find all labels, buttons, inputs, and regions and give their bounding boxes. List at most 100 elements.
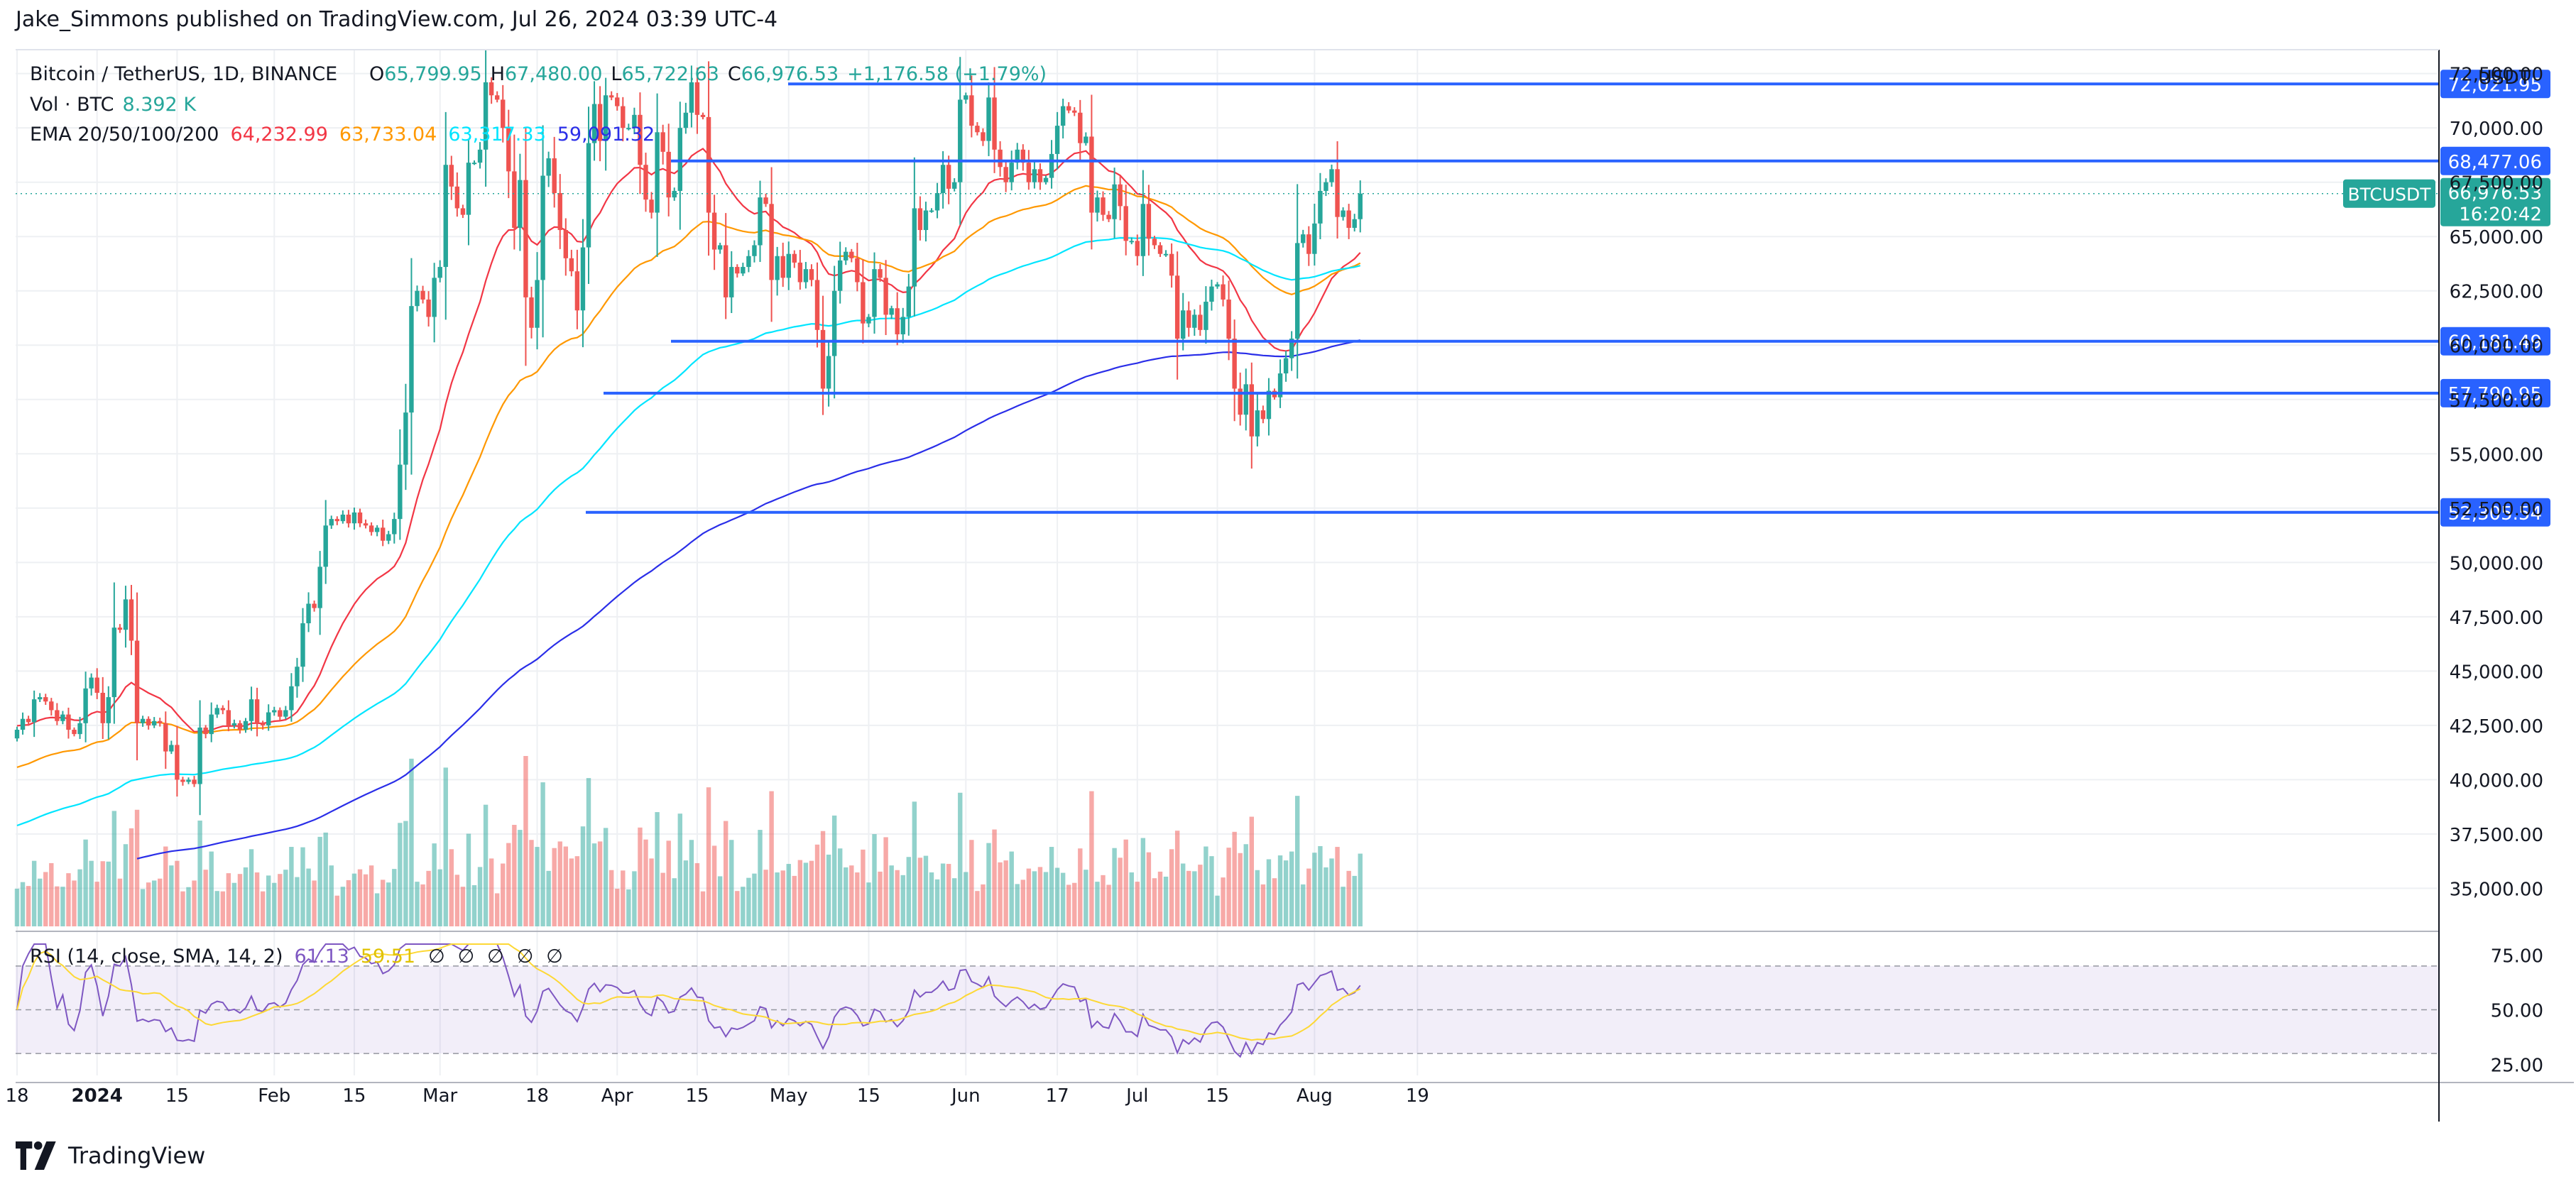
volume-bar (1026, 868, 1032, 926)
horizontal-levels[interactable]: 72,021.95 68,477.06 60,181.49 57,790.95 52,3… (16, 70, 2550, 527)
volume-bar (552, 848, 557, 926)
volume-bar (711, 845, 717, 926)
level-price-tag (2440, 327, 2550, 356)
volume-bar (471, 885, 477, 926)
candle-body (1026, 163, 1032, 182)
candle-body (1003, 167, 1008, 182)
volume-bar (563, 846, 568, 926)
candle-body (878, 269, 883, 278)
candle-body (700, 114, 706, 117)
volume-bar (649, 858, 654, 926)
rsi-tick-label: 50.00 (2491, 1001, 2543, 1022)
chart-legend: Bitcoin / TetherUS, 1D, BINANCE O65,799.… (30, 63, 1047, 968)
candle-body (797, 262, 803, 283)
candle-body (849, 251, 854, 258)
candle-body (158, 720, 163, 723)
ema-value: 63,733.04 (339, 124, 437, 146)
volume-bar (415, 882, 420, 926)
candle-body (1266, 390, 1272, 420)
candle-body (981, 132, 986, 141)
candle-body (175, 745, 180, 780)
candle-body (1301, 234, 1306, 243)
candle-body (249, 699, 254, 721)
candle-body (1295, 243, 1300, 339)
candle-body (603, 95, 608, 141)
rsi-line (16, 943, 1361, 1058)
volume-bar (735, 891, 740, 926)
candle-body (226, 710, 231, 725)
candle-body (969, 95, 974, 126)
volume-bar (1232, 831, 1237, 926)
date-tick-label: 17 (1046, 1085, 1069, 1107)
volume-bar (586, 778, 591, 926)
price-tick-label: 45,000.00 (2450, 662, 2543, 683)
volume-bar (374, 893, 380, 926)
candle-body (1226, 299, 1231, 339)
volume-bar (392, 869, 397, 926)
volume-bar (940, 863, 946, 926)
candle-body (1152, 239, 1157, 246)
candle-body (460, 208, 466, 215)
candle-body (597, 104, 603, 141)
volume-bar (929, 872, 934, 926)
volume-bar (895, 870, 900, 926)
candle-body (694, 82, 700, 115)
volume-bar (1032, 871, 1037, 926)
volume-bar (792, 875, 797, 926)
volume-bar (426, 870, 431, 926)
candle-body (374, 527, 380, 532)
candle-body (340, 514, 346, 522)
volume-bar (981, 884, 986, 926)
volume-bar (1306, 868, 1311, 926)
candle-body (1192, 314, 1197, 328)
price-tick-label: 40,000.00 (2450, 770, 2543, 791)
candle-body (1174, 275, 1180, 339)
volume-bar (975, 891, 980, 926)
candle-body (312, 603, 317, 608)
volume-bar (769, 791, 774, 926)
volume-bar (346, 880, 351, 926)
volume-bar (20, 882, 26, 926)
last-price-label: 66,976.53 (2448, 183, 2542, 204)
date-tick-label: Apr (601, 1085, 633, 1107)
volume-bar (1152, 878, 1157, 926)
candle-body (1238, 388, 1243, 415)
candle-body (741, 267, 746, 274)
candle-body (883, 278, 888, 315)
volume-bar (1169, 849, 1174, 926)
volume-bar (209, 851, 214, 926)
candle-body (1249, 384, 1254, 437)
volume-bar (1054, 867, 1060, 926)
candle-body (724, 245, 728, 297)
candle-body (900, 317, 905, 334)
candle-body (1169, 253, 1174, 276)
candle-body (420, 290, 425, 300)
rsi-sma-value: 59.51 (361, 946, 415, 968)
price-tick-label: 72,500.00 (2450, 65, 2543, 86)
volume-bar (912, 801, 917, 926)
candle-body (295, 667, 300, 686)
price-tick-label: 52,500.00 (2450, 499, 2543, 520)
volume-bar (1186, 870, 1191, 926)
volume-bar (1198, 865, 1203, 926)
candle-body (1135, 241, 1140, 256)
level-price-tag (2440, 146, 2550, 175)
volume-bar (512, 825, 517, 926)
volume-bar (694, 862, 700, 926)
volume-bar (1249, 816, 1254, 926)
candle-body (94, 677, 99, 693)
volume-bar (998, 862, 1003, 926)
candle-body (1032, 169, 1037, 182)
volume-bar (574, 856, 580, 926)
candle-body (1341, 210, 1346, 217)
candle-body (775, 256, 780, 280)
candle-body (163, 723, 168, 752)
candle-body (454, 186, 460, 209)
candle-body (231, 723, 237, 725)
level-price-label: 72,021.95 (2448, 75, 2542, 96)
candle-body (1163, 253, 1169, 256)
volume-bar (786, 864, 791, 926)
volume-bar (386, 882, 391, 926)
candle-body (1215, 284, 1220, 287)
